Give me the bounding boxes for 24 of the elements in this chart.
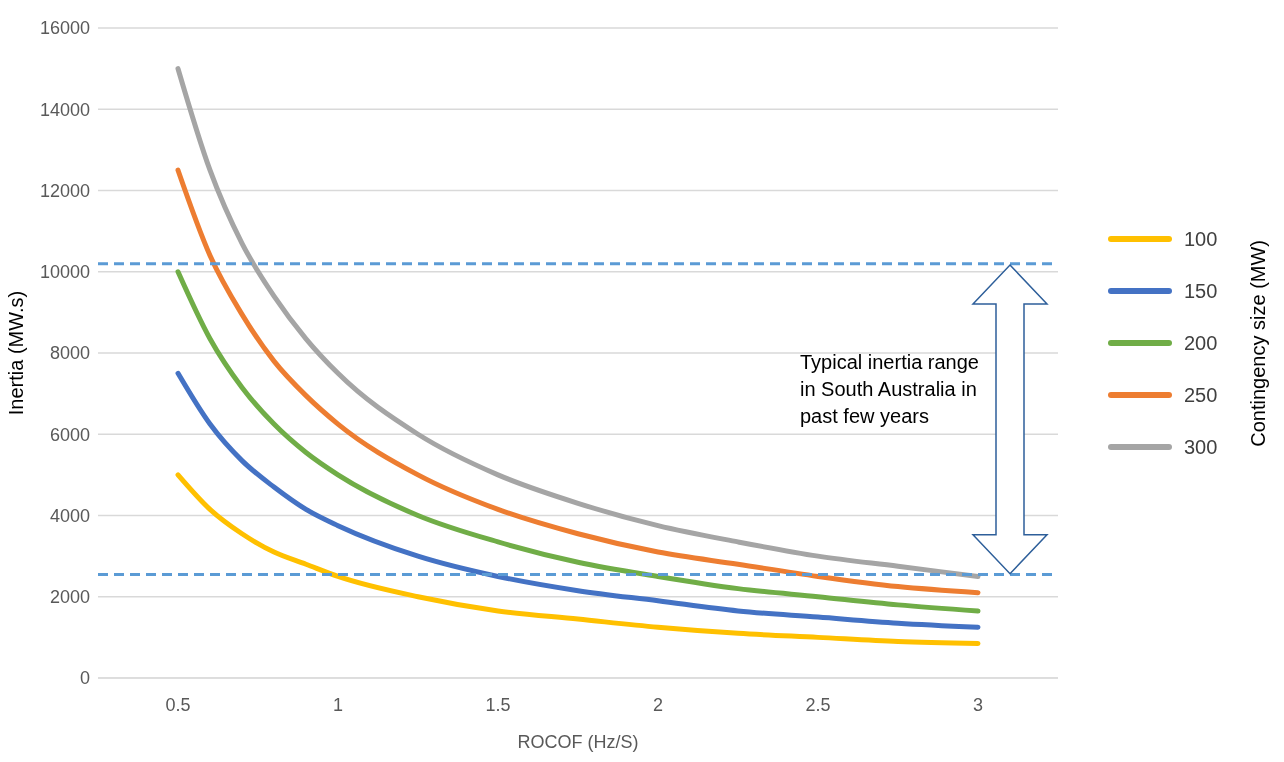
annotation: Typical inertia range in South Australia in past few years bbox=[800, 350, 980, 429]
legend-label: 300 bbox=[1184, 435, 1218, 459]
y-tick-label: 14000 bbox=[39, 99, 90, 120]
x-tick-label: 3 bbox=[972, 694, 984, 715]
y-tick-label: 2000 bbox=[49, 587, 90, 608]
y-tick-label: 6000 bbox=[49, 424, 90, 445]
x-tick-label: 0.5 bbox=[165, 694, 191, 715]
legend-label: 200 bbox=[1184, 331, 1218, 355]
y-tick-label: 12000 bbox=[39, 180, 90, 201]
x-tick-label: 2.5 bbox=[805, 694, 831, 715]
x-axis-title: ROCOF (Hz/S) bbox=[517, 732, 639, 752]
y-tick-label: 10000 bbox=[39, 262, 90, 283]
legend-title: Contingency size (MW) bbox=[1247, 239, 1271, 447]
y-tick-label: 4000 bbox=[49, 505, 90, 526]
legend-label: 150 bbox=[1184, 279, 1218, 303]
y-tick-label: 0 bbox=[79, 668, 90, 689]
legend-label: 100 bbox=[1184, 227, 1218, 251]
y-tick-label: 8000 bbox=[49, 343, 90, 364]
y-axis-title: Inertia (MW.s) bbox=[5, 290, 28, 416]
x-tick-label: 1.5 bbox=[485, 694, 511, 715]
y-tick-label: 16000 bbox=[39, 18, 90, 39]
x-tick-label: 2 bbox=[652, 694, 664, 715]
legend-label: 250 bbox=[1184, 383, 1218, 407]
x-tick-label: 1 bbox=[332, 694, 344, 715]
